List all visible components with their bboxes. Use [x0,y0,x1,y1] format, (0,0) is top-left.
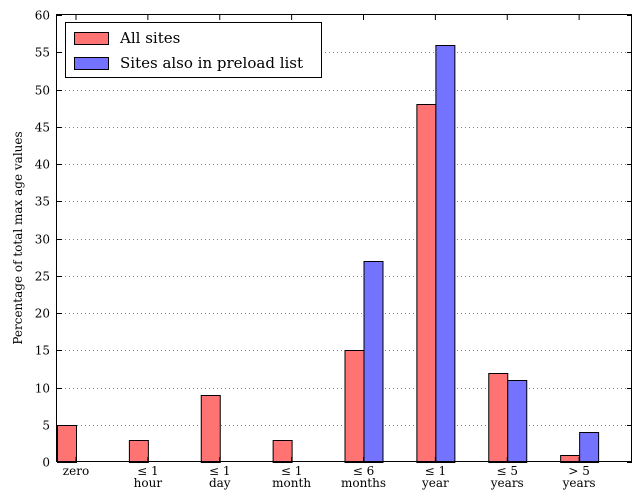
bar-preload-7 [579,432,600,463]
y-tick-label: 5 [42,419,50,433]
y-tick-label: 15 [35,344,50,358]
y-axis-label: Percentage of total max age values [11,131,25,344]
y-tick-label: 10 [35,382,50,396]
y-tick-label: 25 [35,270,50,284]
legend-box [65,22,322,78]
y-tick-label: 50 [35,84,50,98]
x-tick-label: years [490,476,524,490]
bar-all-sites-5 [416,104,437,463]
x-tick-label: year [421,476,449,490]
legend-label-preload: Sites also in preload list [120,54,303,72]
bar-preload-5 [435,45,456,463]
legend: All sites Sites also in preload list [65,22,322,78]
legend-swatch-all-sites [74,32,109,45]
y-tick-label: 60 [35,9,50,23]
x-tick-label: months [341,476,386,490]
y-tick-label: 0 [42,456,50,470]
y-tick-label: 55 [35,46,50,60]
x-tick-label: years [562,476,596,490]
bar-preload-4 [363,261,384,463]
x-tick-label: > 5 [568,464,590,478]
x-tick-label: zero [63,464,89,478]
legend-swatch-preload [74,57,109,70]
y-tick-label: 45 [35,121,50,135]
x-tick-label: ≤ 1 [425,464,447,478]
bars [57,45,600,463]
x-tick-label: month [272,476,311,490]
legend-label-all-sites: All sites [119,29,180,47]
plot-frame [56,14,632,462]
y-tick-label: 35 [35,195,50,209]
bar-all-sites-4 [344,350,365,463]
y-tick-label: 40 [35,158,50,172]
x-tick-label: day [209,476,231,490]
y-tick-label: 30 [35,233,50,247]
y-tick-label: 20 [35,307,50,321]
x-tick-label: ≤ 1 [281,464,303,478]
bar-all-sites-1 [128,440,149,463]
bar-all-sites-6 [488,373,509,463]
x-tick-label: hour [134,476,163,490]
x-tick-label: ≤ 6 [353,464,375,478]
bar-all-sites-0 [57,425,77,463]
bar-all-sites-3 [272,440,293,463]
x-tick-label: ≤ 5 [496,464,518,478]
bar-all-sites-2 [200,395,221,463]
x-tick-label: ≤ 1 [209,464,231,478]
bar-preload-6 [507,380,528,463]
x-tick-label: ≤ 1 [137,464,159,478]
y-axis: 0 5 10 15 20 25 30 35 40 45 50 55 60 [35,9,632,470]
